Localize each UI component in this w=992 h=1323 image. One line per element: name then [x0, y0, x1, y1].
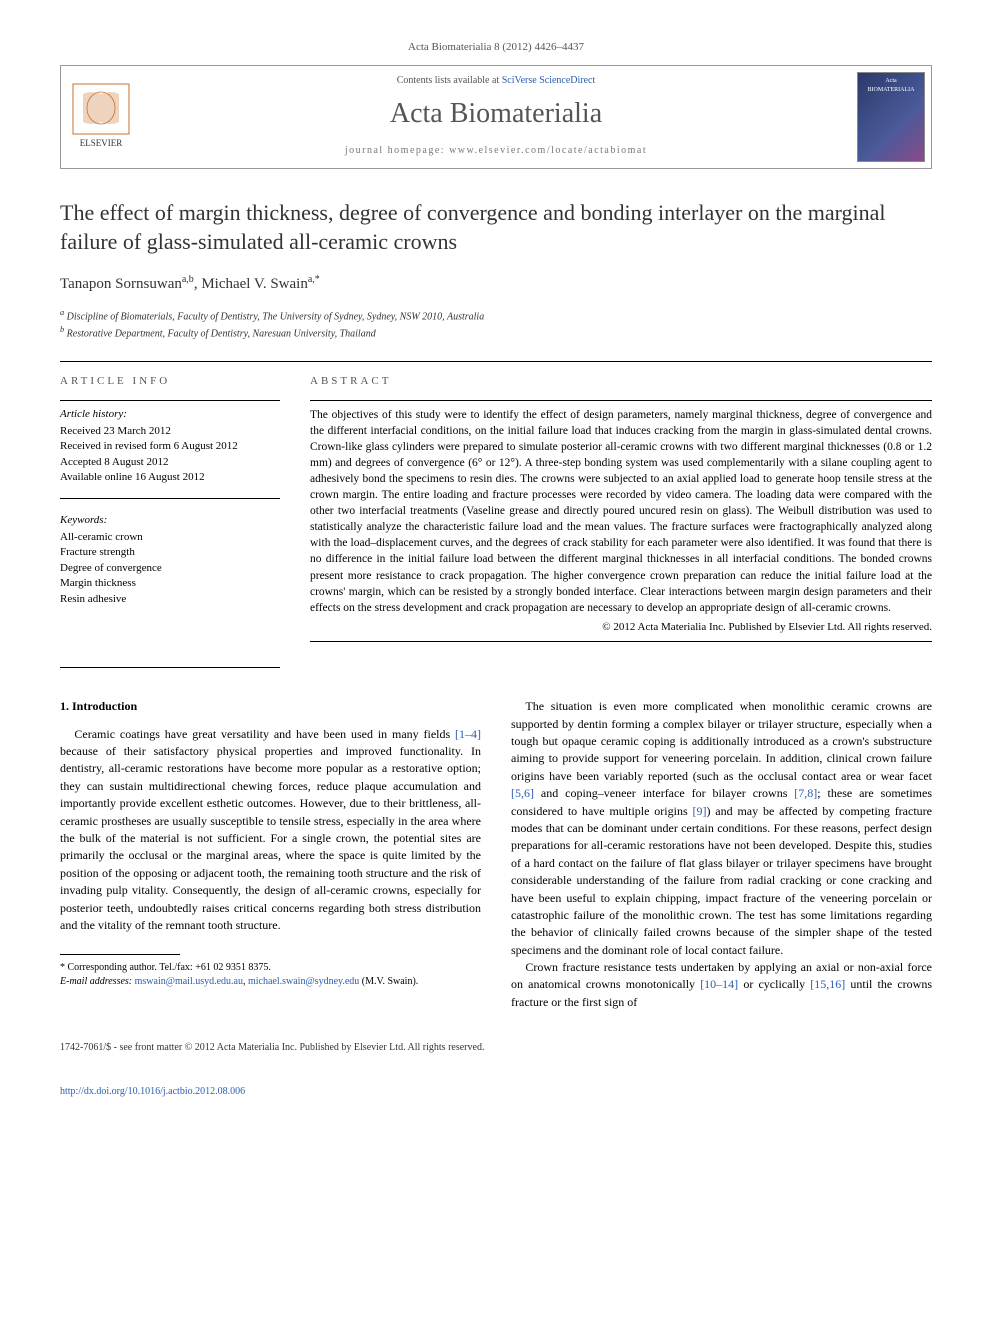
author-2: Michael V. Swain — [201, 276, 308, 292]
body-col-right: The situation is even more complicated w… — [511, 698, 932, 1011]
divider — [310, 641, 932, 642]
footnote-rule — [60, 954, 180, 955]
authors: Tanapon Sornsuwana,b, Michael V. Swaina,… — [60, 273, 932, 295]
info-abstract-row: ARTICLE INFO Article history: Received 2… — [60, 368, 932, 648]
abstract-text: The objectives of this study were to ide… — [310, 407, 932, 616]
sciencedirect-link[interactable]: SciVerse ScienceDirect — [502, 75, 596, 86]
keywords-label: Keywords: — [60, 513, 280, 528]
author-2-affil: a, — [308, 274, 315, 285]
contents-line: Contents lists available at SciVerse Sci… — [141, 74, 851, 88]
author-1-affil: a,b — [182, 274, 194, 285]
section-1-heading: 1. Introduction — [60, 698, 481, 715]
doi-value: 10.1016/j.actbio.2012.08.006 — [128, 1086, 246, 1097]
ref-link[interactable]: [1–4] — [455, 727, 481, 741]
abstract-col: ABSTRACT The objectives of this study we… — [310, 368, 932, 648]
publisher-logo-area: ELSEVIER — [61, 66, 141, 168]
journal-cover-icon: Acta BIOMATERIALIA — [857, 72, 925, 162]
history-revised: Received in revised form 6 August 2012 — [60, 439, 280, 454]
article-title: The effect of margin thickness, degree o… — [60, 199, 932, 256]
keyword-5: Resin adhesive — [60, 592, 280, 607]
body-columns: 1. Introduction Ceramic coatings have gr… — [60, 698, 932, 1011]
header-center: Contents lists available at SciVerse Sci… — [141, 66, 851, 168]
history-label: Article history: — [60, 407, 280, 422]
ref-link[interactable]: [5,6] — [511, 786, 534, 800]
affiliation-a: a Discipline of Biomaterials, Faculty of… — [60, 307, 932, 324]
affiliations: a Discipline of Biomaterials, Faculty of… — [60, 307, 932, 342]
email-link-2[interactable]: michael.swain@sydney.edu — [248, 976, 359, 987]
intro-para-1: Ceramic coatings have great versatility … — [60, 726, 481, 935]
intro-para-2: The situation is even more complicated w… — [511, 698, 932, 959]
homepage-url[interactable]: www.elsevier.com/locate/actabiomat — [449, 145, 647, 156]
abstract-copyright: © 2012 Acta Materialia Inc. Published by… — [310, 620, 932, 635]
divider — [60, 498, 280, 499]
cover-thumb-area: Acta BIOMATERIALIA — [851, 66, 931, 168]
keyword-3: Degree of convergence — [60, 561, 280, 576]
contents-prefix: Contents lists available at — [397, 75, 502, 86]
ref-link[interactable]: [10–14] — [700, 977, 738, 991]
journal-name: Acta Biomaterialia — [141, 94, 851, 133]
ref-link[interactable]: [15,16] — [810, 977, 845, 991]
elsevier-logo-icon: ELSEVIER — [71, 82, 131, 152]
keyword-1: All-ceramic crown — [60, 530, 280, 545]
intro-para-3: Crown fracture resistance tests undertak… — [511, 959, 932, 1011]
email-link-1[interactable]: mswain@mail.usyd.edu.au — [135, 976, 243, 987]
journal-homepage: journal homepage: www.elsevier.com/locat… — [141, 144, 851, 158]
doi-prefix: http://dx.doi.org/ — [60, 1086, 128, 1097]
author-2-corr-icon: * — [315, 274, 320, 285]
divider — [60, 361, 932, 362]
corresponding-footnote: * Corresponding author. Tel./fax: +61 02… — [60, 961, 481, 975]
email-footnote: E-mail addresses: mswain@mail.usyd.edu.a… — [60, 975, 481, 989]
affiliation-a-text: Discipline of Biomaterials, Faculty of D… — [67, 311, 485, 322]
abstract-header: ABSTRACT — [310, 374, 932, 389]
footer-doi: http://dx.doi.org/10.1016/j.actbio.2012.… — [60, 1085, 932, 1099]
affiliation-b-text: Restorative Department, Faculty of Denti… — [67, 328, 376, 339]
journal-header: ELSEVIER Contents lists available at Sci… — [60, 65, 932, 169]
history-received: Received 23 March 2012 — [60, 424, 280, 439]
body-col-left: 1. Introduction Ceramic coatings have gr… — [60, 698, 481, 1011]
article-info-col: ARTICLE INFO Article history: Received 2… — [60, 368, 280, 648]
keyword-4: Margin thickness — [60, 576, 280, 591]
divider — [60, 400, 280, 401]
email-label: E-mail addresses: — [60, 976, 135, 987]
divider — [60, 667, 280, 668]
homepage-label: journal homepage: — [345, 145, 449, 156]
citation-line: Acta Biomaterialia 8 (2012) 4426–4437 — [60, 40, 932, 55]
divider — [310, 400, 932, 401]
article-info-header: ARTICLE INFO — [60, 374, 280, 389]
cover-label: Acta BIOMATERIALIA — [862, 77, 920, 94]
publisher-name: ELSEVIER — [80, 138, 123, 148]
ref-link[interactable]: [7,8] — [794, 786, 817, 800]
ref-link[interactable]: [9] — [692, 804, 706, 818]
keyword-2: Fracture strength — [60, 545, 280, 560]
history-online: Available online 16 August 2012 — [60, 470, 280, 485]
affiliation-b: b Restorative Department, Faculty of Den… — [60, 324, 932, 341]
history-accepted: Accepted 8 August 2012 — [60, 455, 280, 470]
doi-link[interactable]: http://dx.doi.org/10.1016/j.actbio.2012.… — [60, 1086, 245, 1097]
email-tail: (M.V. Swain). — [359, 976, 418, 987]
footer-issn: 1742-7061/$ - see front matter © 2012 Ac… — [60, 1041, 932, 1055]
author-1: Tanapon Sornsuwan — [60, 276, 182, 292]
